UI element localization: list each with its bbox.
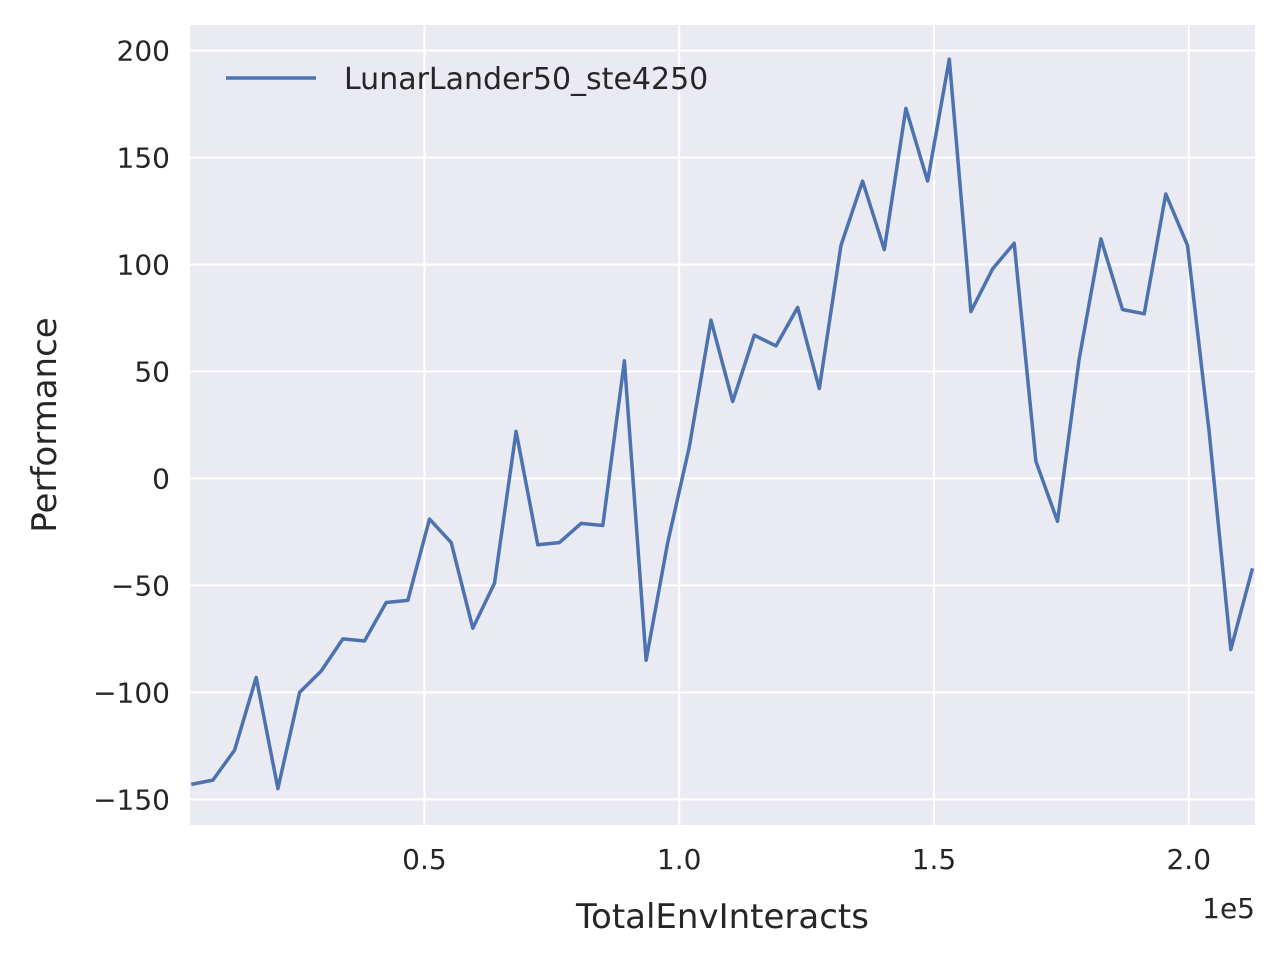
series-layer (190, 57, 1255, 791)
x-axis-label: TotalEnvInteracts (575, 897, 869, 937)
x-tick-label: 1.5 (912, 843, 957, 876)
y-tick-label: −150 (93, 783, 170, 816)
y-tick-label: 200 (117, 35, 170, 68)
x-axis: 0.5 1.0 1.5 2.0 (402, 843, 1211, 876)
grid (190, 25, 1255, 825)
y-tick-label: 100 (117, 249, 170, 282)
series-line (190, 57, 1255, 791)
y-axis-label: Performance (25, 317, 65, 532)
x-tick-label: 2.0 (1166, 843, 1211, 876)
y-tick-label: 150 (117, 142, 170, 175)
y-tick-label: −100 (93, 676, 170, 709)
y-tick-label: −50 (111, 569, 170, 602)
y-tick-label: 0 (152, 462, 170, 495)
x-tick-label: 0.5 (402, 843, 447, 876)
y-axis: −150 −100 −50 0 50 100 150 200 (93, 35, 170, 817)
plot-area (190, 25, 1255, 825)
y-tick-label: 50 (134, 356, 170, 389)
x-tick-label: 1.0 (657, 843, 702, 876)
legend: LunarLander50_ste4250 (226, 62, 708, 97)
x-axis-offset-label: 1e5 (1202, 892, 1255, 925)
legend-entry-label: LunarLander50_ste4250 (344, 62, 708, 97)
